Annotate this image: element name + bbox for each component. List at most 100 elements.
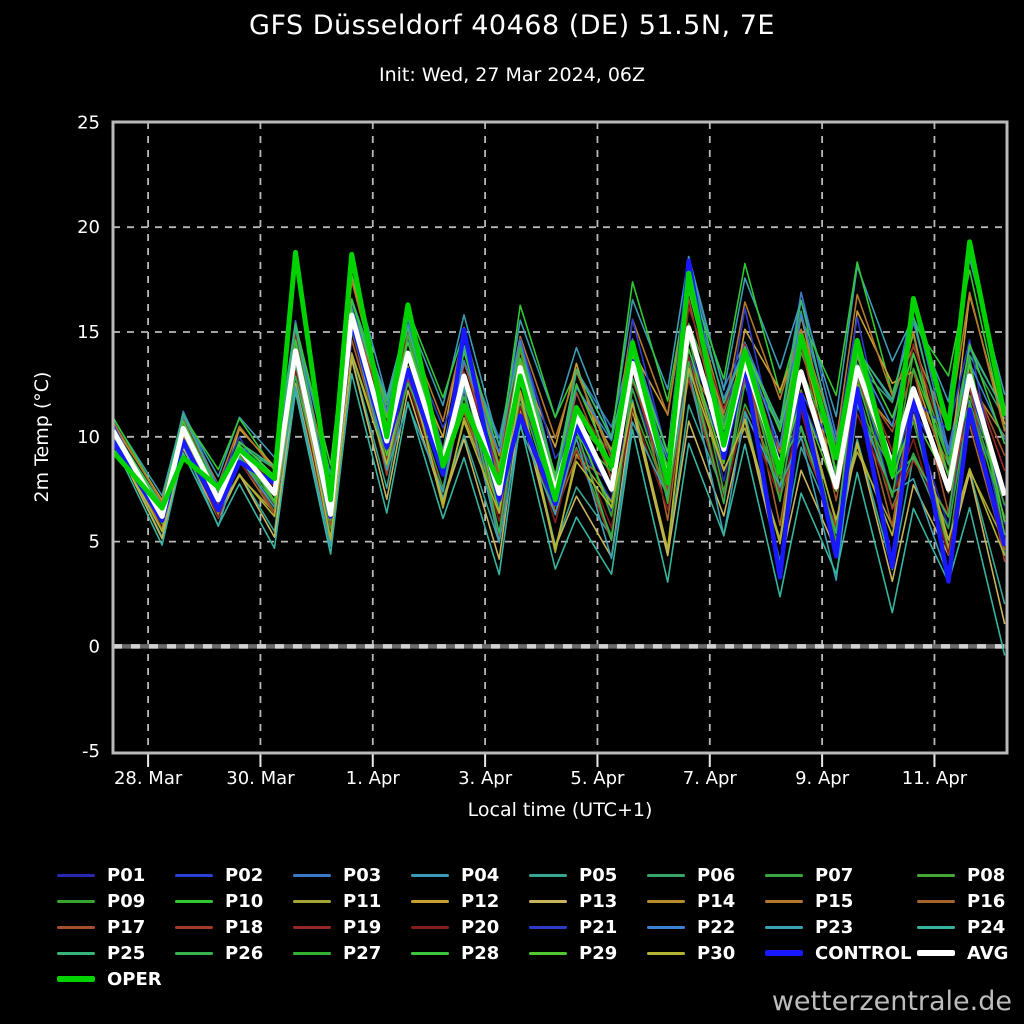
legend-item-p15: P15 xyxy=(765,891,917,912)
x-tick-label: 3. Apr xyxy=(458,768,513,789)
legend-item-p14: P14 xyxy=(647,891,765,912)
legend-item-p24: P24 xyxy=(917,917,1017,938)
legend-label: P11 xyxy=(343,890,382,912)
legend-item-p01: P01 xyxy=(57,865,175,886)
legend-label: P07 xyxy=(815,864,854,886)
legend-label: P14 xyxy=(697,890,736,912)
legend-label: P03 xyxy=(343,864,382,886)
legend-item-p20: P20 xyxy=(411,917,529,938)
legend-item-p13: P13 xyxy=(529,891,647,912)
legend-swatch-p18 xyxy=(175,925,213,929)
legend-swatch-p28 xyxy=(411,951,449,955)
legend-swatch-p06 xyxy=(647,873,685,877)
legend-swatch-p03 xyxy=(293,873,331,877)
legend-label: P27 xyxy=(343,942,382,964)
legend-swatch-p27 xyxy=(293,951,331,955)
legend-row: P25 P26 P27 P28 P29 P30 CONTROL AVG xyxy=(57,940,1017,966)
legend-item-p19: P19 xyxy=(293,917,411,938)
watermark-wetterzentrale: wetterzentrale.de xyxy=(771,986,1012,1017)
legend-label: P24 xyxy=(967,916,1006,938)
legend-label: P12 xyxy=(461,890,500,912)
init-subtitle: Init: Wed, 27 Mar 2024, 06Z xyxy=(378,64,646,86)
legend-item-p27: P27 xyxy=(293,943,411,964)
legend-item-oper: OPER xyxy=(57,969,175,990)
x-tick-label: 11. Apr xyxy=(902,768,968,789)
legend-item-p23: P23 xyxy=(765,917,917,938)
legend-item-p10: P10 xyxy=(175,891,293,912)
legend-label: OPER xyxy=(107,968,162,990)
legend-label: AVG xyxy=(967,942,1009,964)
legend-label: P20 xyxy=(461,916,500,938)
legend-item-p28: P28 xyxy=(411,943,529,964)
legend-row: P01 P02 P03 P04 P05 P06 P07 P08 xyxy=(57,862,1017,888)
legend-label: P15 xyxy=(815,890,854,912)
y-tick-label: 25 xyxy=(77,112,100,133)
legend-item-p11: P11 xyxy=(293,891,411,912)
x-tick-label: 5. Apr xyxy=(570,768,625,789)
y-tick-label: 5 xyxy=(89,532,100,553)
legend-swatch-avg xyxy=(917,950,955,956)
legend-item-p02: P02 xyxy=(175,865,293,886)
legend-label: P29 xyxy=(579,942,618,964)
legend-label: P26 xyxy=(225,942,264,964)
legend-item-p12: P12 xyxy=(411,891,529,912)
legend-label: P25 xyxy=(107,942,146,964)
legend-swatch-p26 xyxy=(175,951,213,955)
legend-swatch-p15 xyxy=(765,899,803,903)
legend-label: P02 xyxy=(225,864,264,886)
legend-swatch-p05 xyxy=(529,873,567,877)
page-title: GFS Düsseldorf 40468 (DE) 51.5N, 7E xyxy=(249,10,775,41)
legend-item-p26: P26 xyxy=(175,943,293,964)
y-axis-label: 2m Temp (°C) xyxy=(31,371,53,503)
legend-label: P01 xyxy=(107,864,146,886)
legend-label: P30 xyxy=(697,942,736,964)
series-P30 xyxy=(113,352,1006,557)
legend-label: P19 xyxy=(343,916,382,938)
legend-item-p03: P03 xyxy=(293,865,411,886)
legend-swatch-p17 xyxy=(57,925,95,929)
legend-label: P28 xyxy=(461,942,500,964)
legend-label: P10 xyxy=(225,890,264,912)
legend-swatch-p11 xyxy=(293,899,331,903)
legend-item-p08: P08 xyxy=(917,865,1017,886)
y-tick-label: 20 xyxy=(77,217,100,238)
legend-item-p17: P17 xyxy=(57,917,175,938)
legend-item-p29: P29 xyxy=(529,943,647,964)
legend-label: P13 xyxy=(579,890,618,912)
legend-label: P17 xyxy=(107,916,146,938)
legend-item-p30: P30 xyxy=(647,943,765,964)
legend-swatch-p22 xyxy=(647,925,685,929)
x-axis-label: Local time (UTC+1) xyxy=(467,799,653,821)
legend-item-p21: P21 xyxy=(529,917,647,938)
legend-item-p22: P22 xyxy=(647,917,765,938)
legend-swatch-p04 xyxy=(411,873,449,877)
legend-item-p05: P05 xyxy=(529,865,647,886)
legend-swatch-p30 xyxy=(647,951,685,955)
legend-label: CONTROL xyxy=(815,942,912,964)
legend-item-p09: P09 xyxy=(57,891,175,912)
legend-label: P16 xyxy=(967,890,1006,912)
x-tick-label: 9. Apr xyxy=(795,768,850,789)
legend-swatch-p01 xyxy=(57,873,95,877)
legend-swatch-p10 xyxy=(175,899,213,903)
y-tick-label: 10 xyxy=(77,427,100,448)
legend-row: OPER xyxy=(57,966,1017,992)
legend-swatch-p24 xyxy=(917,925,955,929)
y-tick-label: 0 xyxy=(89,636,100,657)
legend-swatch-p21 xyxy=(529,925,567,929)
legend-row: P09 P10 P11 P12 P13 P14 P15 P16 xyxy=(57,888,1017,914)
legend-label: P23 xyxy=(815,916,854,938)
y-tick-label: 15 xyxy=(77,322,100,343)
x-tick-label: 1. Apr xyxy=(346,768,401,789)
legend-item-p07: P07 xyxy=(765,865,917,886)
legend-label: P08 xyxy=(967,864,1006,886)
meteogram-chart: 28. Mar 30. Mar 1. Apr 3. Apr 5. Apr 7. Apr 9.… xyxy=(77,112,1009,789)
series-OPER xyxy=(113,239,1007,511)
legend-label: P18 xyxy=(225,916,264,938)
legend-label: P09 xyxy=(107,890,146,912)
series-P05 xyxy=(113,356,1006,605)
legend-label: P05 xyxy=(579,864,618,886)
legend-swatch-p29 xyxy=(529,951,567,955)
legend-item-avg: AVG xyxy=(917,943,1017,964)
legend-item-p25: P25 xyxy=(57,943,175,964)
